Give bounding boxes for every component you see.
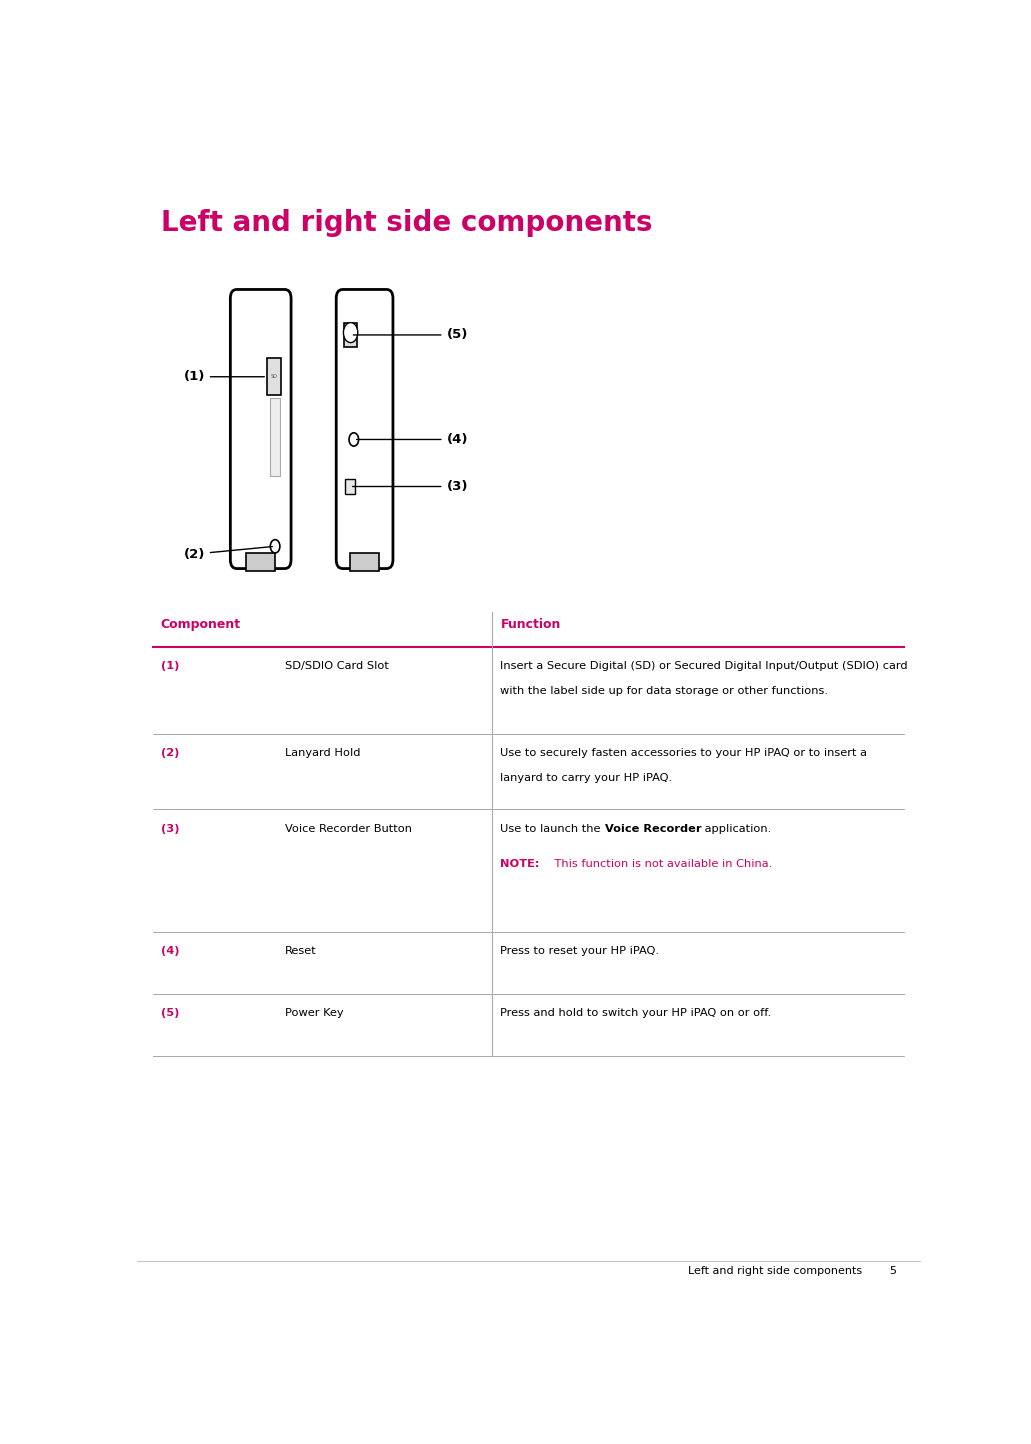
Text: with the label side up for data storage or other functions.: with the label side up for data storage … [500,686,829,696]
Circle shape [343,322,358,342]
Text: (5): (5) [161,1008,179,1018]
Text: Voice Recorder Button: Voice Recorder Button [285,823,411,833]
Text: Left and right side components: Left and right side components [161,209,653,237]
Text: 5: 5 [889,1266,896,1276]
Bar [345,479,356,494]
Text: Use to launch the: Use to launch the [500,823,604,833]
Text: Press and hold to switch your HP iPAQ on or off.: Press and hold to switch your HP iPAQ on… [500,1008,771,1018]
Bar [246,553,275,570]
Text: Left and right side components: Left and right side components [689,1266,862,1276]
Text: application.: application. [701,823,771,833]
Text: NOTE:: NOTE: [500,859,540,869]
Text: (4): (4) [161,946,179,956]
Text: Voice Recorder: Voice Recorder [604,823,701,833]
Bar [270,397,279,477]
Circle shape [270,540,279,553]
Text: (3): (3) [161,823,179,833]
Text: (5): (5) [354,328,468,341]
Text: This function is not available in China.: This function is not available in China. [540,859,772,869]
Text: Insert a Secure Digital (SD) or Secured Digital Input/Output (SDIO) card: Insert a Secure Digital (SD) or Secured … [500,661,908,671]
Text: (2): (2) [184,547,272,560]
Text: Use to securely fasten accessories to your HP iPAQ or to insert a: Use to securely fasten accessories to yo… [500,748,867,758]
Text: SD: SD [271,374,277,380]
Text: Function: Function [500,618,561,631]
FancyBboxPatch shape [336,289,393,569]
FancyBboxPatch shape [230,289,291,569]
Bar [344,323,357,347]
Text: Lanyard Hold: Lanyard Hold [285,748,360,758]
Text: (1): (1) [184,370,264,383]
Text: (4): (4) [357,433,468,446]
Text: Press to reset your HP iPAQ.: Press to reset your HP iPAQ. [500,946,660,956]
Text: Power Key: Power Key [285,1008,343,1018]
Bar [351,553,379,570]
Text: SD/SDIO Card Slot: SD/SDIO Card Slot [285,661,389,671]
Text: (3): (3) [353,479,468,492]
Text: (1): (1) [161,661,179,671]
Text: Reset: Reset [285,946,317,956]
Bar [267,358,281,396]
Text: lanyard to carry your HP iPAQ.: lanyard to carry your HP iPAQ. [500,773,672,783]
Text: Component: Component [161,618,241,631]
Circle shape [350,433,359,446]
Text: (2): (2) [161,748,179,758]
